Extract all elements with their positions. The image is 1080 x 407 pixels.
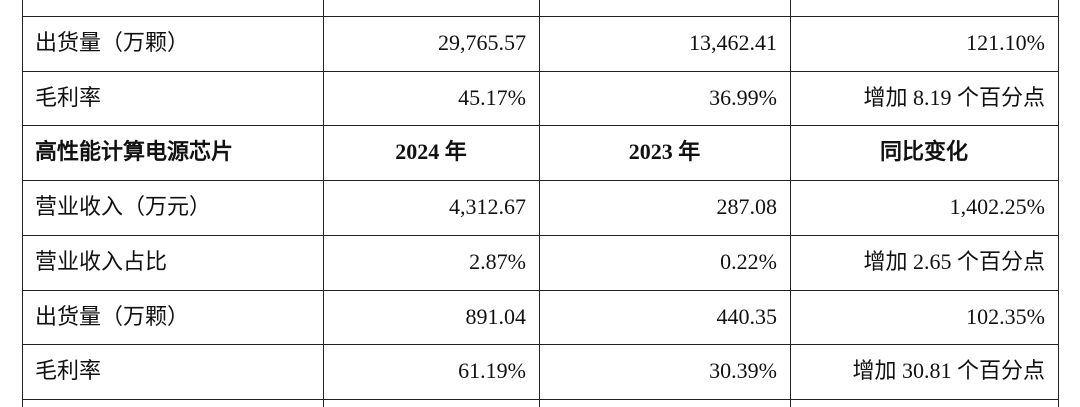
table-cell: 13,462.41 — [689, 30, 777, 55]
table-cell: 440.35 — [716, 303, 778, 329]
row-border — [22, 180, 1059, 182]
table-cell: 287.08 — [716, 194, 778, 220]
table-cell: 0.22% — [720, 248, 777, 274]
table-cell: 1,402.25% — [949, 194, 1045, 220]
table-cell: 30.39% — [709, 358, 777, 384]
row-border — [22, 398, 1059, 400]
table-cell: 891.04 — [465, 303, 527, 329]
row-border — [22, 289, 1059, 291]
column-border — [1058, 0, 1059, 407]
table-cell: 4,312.67 — [449, 194, 526, 220]
row-border — [22, 125, 1059, 127]
row-border — [22, 234, 1059, 236]
column-border — [790, 0, 791, 407]
table-cell: 102.35% — [966, 303, 1045, 329]
table-cell: 毛利率 — [35, 358, 102, 384]
header-cell: 同比变化 — [879, 139, 968, 165]
header-cell: 2023 年 — [628, 139, 701, 165]
table-cell: 61.19% — [458, 358, 526, 384]
column-border — [22, 0, 23, 407]
table-cell: 29,765.57 — [438, 30, 526, 55]
row-border — [22, 70, 1059, 72]
table-cell: 出货量（万颗） — [35, 303, 190, 329]
table-cell: 出货量（万颗） — [35, 30, 190, 55]
header-cell: 2024 年 — [395, 139, 467, 165]
table-cell: 36.99% — [709, 84, 777, 110]
row-border — [22, 16, 1059, 17]
row-border — [22, 344, 1059, 346]
table-cell: 毛利率 — [35, 84, 102, 110]
table-cell: 2.87% — [469, 248, 526, 274]
table-cell: 营业收入（万元） — [35, 194, 212, 220]
column-border — [323, 0, 324, 407]
header-cell: 高性能计算电源芯片 — [35, 139, 234, 165]
table-cell: 121.10% — [966, 30, 1045, 55]
table-cell: 增加 30.81 个百分点 — [852, 358, 1045, 384]
table-cell: 增加 8.19 个百分点 — [863, 84, 1045, 110]
table-cell: 45.17% — [458, 84, 526, 110]
column-border — [539, 0, 540, 407]
table-cell: 营业收入占比 — [35, 248, 168, 274]
table-cell: 增加 2.65 个百分点 — [863, 248, 1045, 274]
